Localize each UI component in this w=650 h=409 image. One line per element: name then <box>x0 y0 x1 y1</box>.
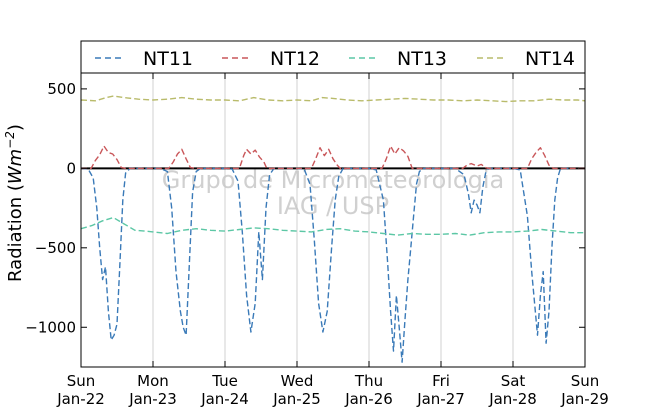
y-axis-label: Radiation (Wm−2) <box>3 124 26 282</box>
legend: NT11 NT12 NT13 NT14 <box>80 40 586 74</box>
x-tick-label-day: Thu <box>354 372 383 390</box>
x-tick-label-date: Jan-22 <box>56 390 105 408</box>
legend-label-nt12: NT12 <box>270 48 320 70</box>
series-lines <box>80 95 586 363</box>
x-tick-label-day: Fri <box>432 372 450 390</box>
x-tick-label-day: Sat <box>501 372 526 390</box>
x-gridlines <box>152 73 514 367</box>
x-tick-label-day: Mon <box>137 372 169 390</box>
legend-label-nt11: NT11 <box>143 48 193 70</box>
watermark: Grupo de Micrometeorologia IAG / USP <box>162 166 504 220</box>
y-tick-label: −500 <box>35 239 76 257</box>
series-line-nt11 <box>80 167 571 363</box>
series-line-nt14 <box>80 95 586 103</box>
legend-frame <box>80 40 586 74</box>
y-tick-label: 0 <box>66 159 76 177</box>
axis-ticks: SunJan-22MonJan-23TueJan-24WedJan-25ThuJ… <box>25 73 609 408</box>
x-tick-label-date: Jan-24 <box>200 390 249 408</box>
x-tick-label-day: Sun <box>571 372 600 390</box>
legend-label-nt13: NT13 <box>397 48 447 70</box>
x-tick-label-date: Jan-25 <box>272 390 321 408</box>
x-tick-label-date: Jan-23 <box>128 390 177 408</box>
x-tick-label-day: Sun <box>67 372 96 390</box>
x-tick-label-day: Wed <box>281 372 314 390</box>
series-line-nt13 <box>80 216 585 236</box>
x-tick-label-date: Jan-27 <box>416 390 465 408</box>
x-tick-label-date: Jan-28 <box>488 390 537 408</box>
watermark-line-2: IAG / USP <box>277 192 389 220</box>
y-tick-label: 500 <box>47 80 76 98</box>
x-tick-label-day: Tue <box>211 372 238 390</box>
legend-label-nt14: NT14 <box>525 48 575 70</box>
x-tick-label-date: Jan-26 <box>344 390 393 408</box>
watermark-line-1: Grupo de Micrometeorologia <box>162 166 504 194</box>
plot-frame <box>80 72 586 368</box>
x-tick-label-date: Jan-29 <box>560 390 609 408</box>
y-tick-label: −1000 <box>25 318 76 336</box>
